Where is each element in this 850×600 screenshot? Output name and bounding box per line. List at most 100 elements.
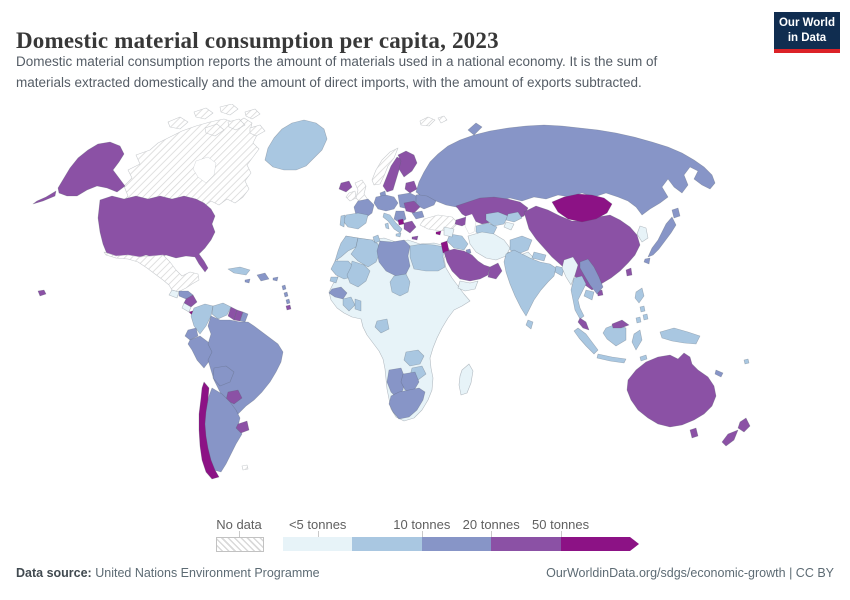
country-chad[interactable] [389,273,411,297]
country-new-zealand-south[interactable] [721,429,739,447]
legend-bin-swatch-1[interactable] [283,537,353,551]
country-sumatra[interactable] [573,327,599,355]
country-mongolia[interactable] [551,193,613,223]
country-new-caledonia[interactable] [714,369,724,378]
country-laos-vietnam[interactable] [579,258,604,295]
country-canadian-arctic-islands[interactable] [167,103,266,137]
country-new-guinea[interactable] [659,327,701,345]
country-peru[interactable] [187,335,215,369]
country-myanmar[interactable] [561,256,579,286]
country-zambia[interactable] [403,349,425,367]
country-canada[interactable] [119,117,260,208]
country-afghanistan[interactable] [509,235,533,255]
country-tajikistan[interactable] [503,221,515,231]
country-senegal[interactable] [329,276,339,284]
country-finland[interactable] [397,150,418,178]
country-yemen[interactable] [457,280,479,292]
country-portugal[interactable] [339,214,346,228]
country-tasmania[interactable] [689,427,699,439]
country-greece[interactable] [403,220,419,241]
country-cuba[interactable] [227,266,251,276]
country-saudi-arabia[interactable] [443,248,491,282]
country-philippines[interactable] [634,287,649,324]
country-cote-divoire[interactable] [342,296,356,312]
map-legend: No data <5 tonnes 10 tonnes 20 tonnes 50 to… [216,517,656,555]
country-gabon[interactable] [374,318,390,334]
data-source-label: Data source: [16,566,92,580]
country-fiji[interactable] [743,358,750,365]
country-ecuador[interactable] [184,327,199,341]
country-italy[interactable] [382,212,403,238]
country-sulawesi[interactable] [631,329,643,351]
footer-divider: | [789,566,793,580]
country-nepal[interactable] [531,251,547,262]
country-hawaii[interactable] [37,289,47,297]
country-mali[interactable] [346,260,371,288]
country-cambodia[interactable] [583,289,595,301]
country-albania-macedonia[interactable] [397,218,405,226]
country-mexico[interactable] [103,251,200,293]
footer-url[interactable]: OurWorldinData.org/sdgs/economic-growth [546,566,786,580]
country-madagascar[interactable] [458,363,474,396]
country-alaska[interactable] [32,141,126,205]
country-japan[interactable] [643,207,681,265]
country-brazil[interactable] [207,315,284,419]
country-malaysia[interactable] [577,317,590,331]
country-norway[interactable] [371,147,399,186]
country-kyrgyzstan[interactable] [505,211,523,223]
legend-bin-swatch-4[interactable] [491,537,561,551]
country-bolivia[interactable] [212,365,235,387]
country-guatemala[interactable] [168,289,180,299]
legend-no-data-swatch[interactable] [216,537,264,552]
country-cyprus[interactable] [435,230,442,236]
legend-no-data-tick [239,531,240,537]
country-ghana[interactable] [354,298,362,312]
country-novaya-zemlya[interactable] [467,122,483,136]
country-bangladesh[interactable] [554,265,565,277]
country-jamaica[interactable] [244,278,251,284]
country-bulgaria[interactable] [411,210,425,220]
country-australia[interactable] [626,352,717,428]
country-hispaniola[interactable] [256,272,270,282]
country-timor[interactable] [639,354,648,362]
country-colombia[interactable] [190,303,214,335]
country-trinidad[interactable] [285,304,292,311]
country-nicaragua[interactable] [183,294,198,308]
country-germany[interactable] [373,194,399,212]
country-venezuela[interactable] [211,302,232,320]
country-new-zealand-north[interactable] [737,417,751,433]
country-uruguay[interactable] [235,420,250,434]
country-greenland[interactable] [264,119,328,171]
legend-bin-swatch-5[interactable] [560,537,630,551]
country-syria[interactable] [443,226,455,238]
country-russia[interactable] [415,124,716,216]
legend-bin-swatch-3[interactable] [421,537,492,551]
owid-logo[interactable]: Our World in Data [774,12,840,53]
country-ireland[interactable] [345,190,357,202]
country-svalbard[interactable] [419,115,448,127]
country-iran[interactable] [467,231,511,261]
country-libya[interactable] [376,239,411,277]
legend-tick-2 [421,531,423,537]
country-india[interactable] [503,249,557,317]
country-china[interactable] [523,205,641,291]
legend-bin-swatch-2[interactable] [352,537,422,551]
country-egypt[interactable] [409,243,446,272]
country-puerto-rico[interactable] [272,276,279,282]
country-iceland[interactable] [338,180,353,193]
country-chile[interactable] [198,381,220,480]
country-falkland-islands[interactable] [241,464,249,471]
country-spain[interactable] [342,212,369,230]
country-java[interactable] [596,353,627,364]
country-korea[interactable] [636,225,649,243]
country-baltics[interactable] [404,180,418,194]
country-lesser-antilles[interactable] [281,284,291,305]
country-malaysia-borneo[interactable] [611,319,630,329]
country-romania[interactable] [403,200,421,214]
country-south-africa[interactable] [388,387,426,420]
country-uzbekistan[interactable] [485,211,509,227]
country-sri-lanka[interactable] [525,319,534,330]
country-oman[interactable] [487,262,503,280]
country-thailand[interactable] [570,275,587,320]
country-taiwan[interactable] [625,267,633,277]
